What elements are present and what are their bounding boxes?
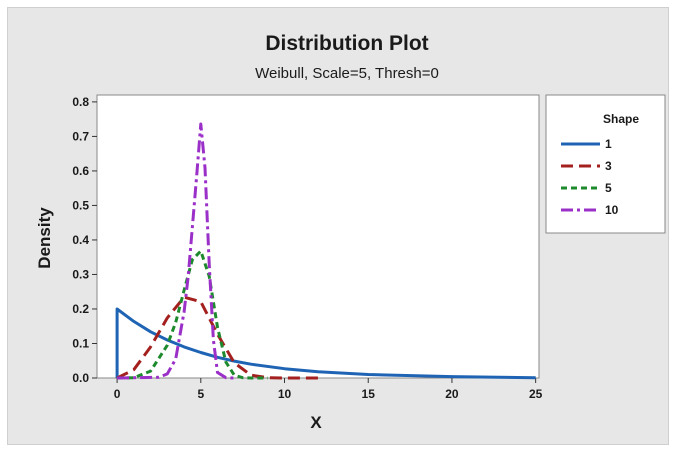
x-axis-label: X	[310, 413, 322, 432]
y-tick-label: 0.8	[72, 95, 89, 109]
legend-label-shape-10: 10	[605, 203, 619, 217]
legend: Shape 1 3 5 10	[545, 94, 666, 234]
y-tick-label: 0.7	[72, 129, 89, 143]
x-tick-label: 10	[278, 387, 292, 401]
x-axis: 0 5 10 15 20 25	[114, 378, 543, 401]
plot-area	[96, 94, 540, 379]
y-axis-label: Density	[35, 207, 54, 269]
x-tick-label: 25	[529, 387, 543, 401]
series-line-shape-1	[115, 307, 536, 380]
x-tick-label: 20	[445, 387, 459, 401]
y-tick-label: 0.1	[72, 336, 89, 350]
series-line-shape-10	[117, 122, 235, 380]
series-line-shape-5	[117, 249, 268, 380]
x-tick-label: 15	[362, 387, 376, 401]
legend-items: 1 3 5 10	[561, 137, 619, 217]
y-tick-label: 0.2	[72, 302, 89, 316]
series-layer	[115, 122, 536, 380]
y-tick-label: 0.3	[72, 267, 89, 281]
x-tick-label: 0	[114, 387, 121, 401]
y-tick-label: 0.0	[72, 371, 89, 385]
legend-title: Shape	[603, 112, 639, 126]
chart-title: Distribution Plot	[265, 32, 428, 55]
legend-label-shape-5: 5	[605, 181, 612, 195]
series-line-shape-3	[116, 295, 318, 380]
x-tick-label: 5	[197, 387, 204, 401]
y-tick-label: 0.6	[72, 164, 89, 178]
chart-frame: Distribution Plot Weibull, Scale=5, Thre…	[7, 7, 669, 445]
distribution-plot-chart: Distribution Plot Weibull, Scale=5, Thre…	[35, 32, 666, 432]
legend-label-shape-1: 1	[605, 137, 612, 151]
y-tick-label: 0.4	[72, 233, 89, 247]
y-axis: 0.0 0.1 0.2 0.3 0.4 0.5 0.6 0.7 0.8	[72, 95, 97, 385]
legend-label-shape-3: 3	[605, 159, 612, 173]
y-tick-label: 0.5	[72, 198, 89, 212]
chart-subtitle: Weibull, Scale=5, Thresh=0	[255, 65, 439, 82]
